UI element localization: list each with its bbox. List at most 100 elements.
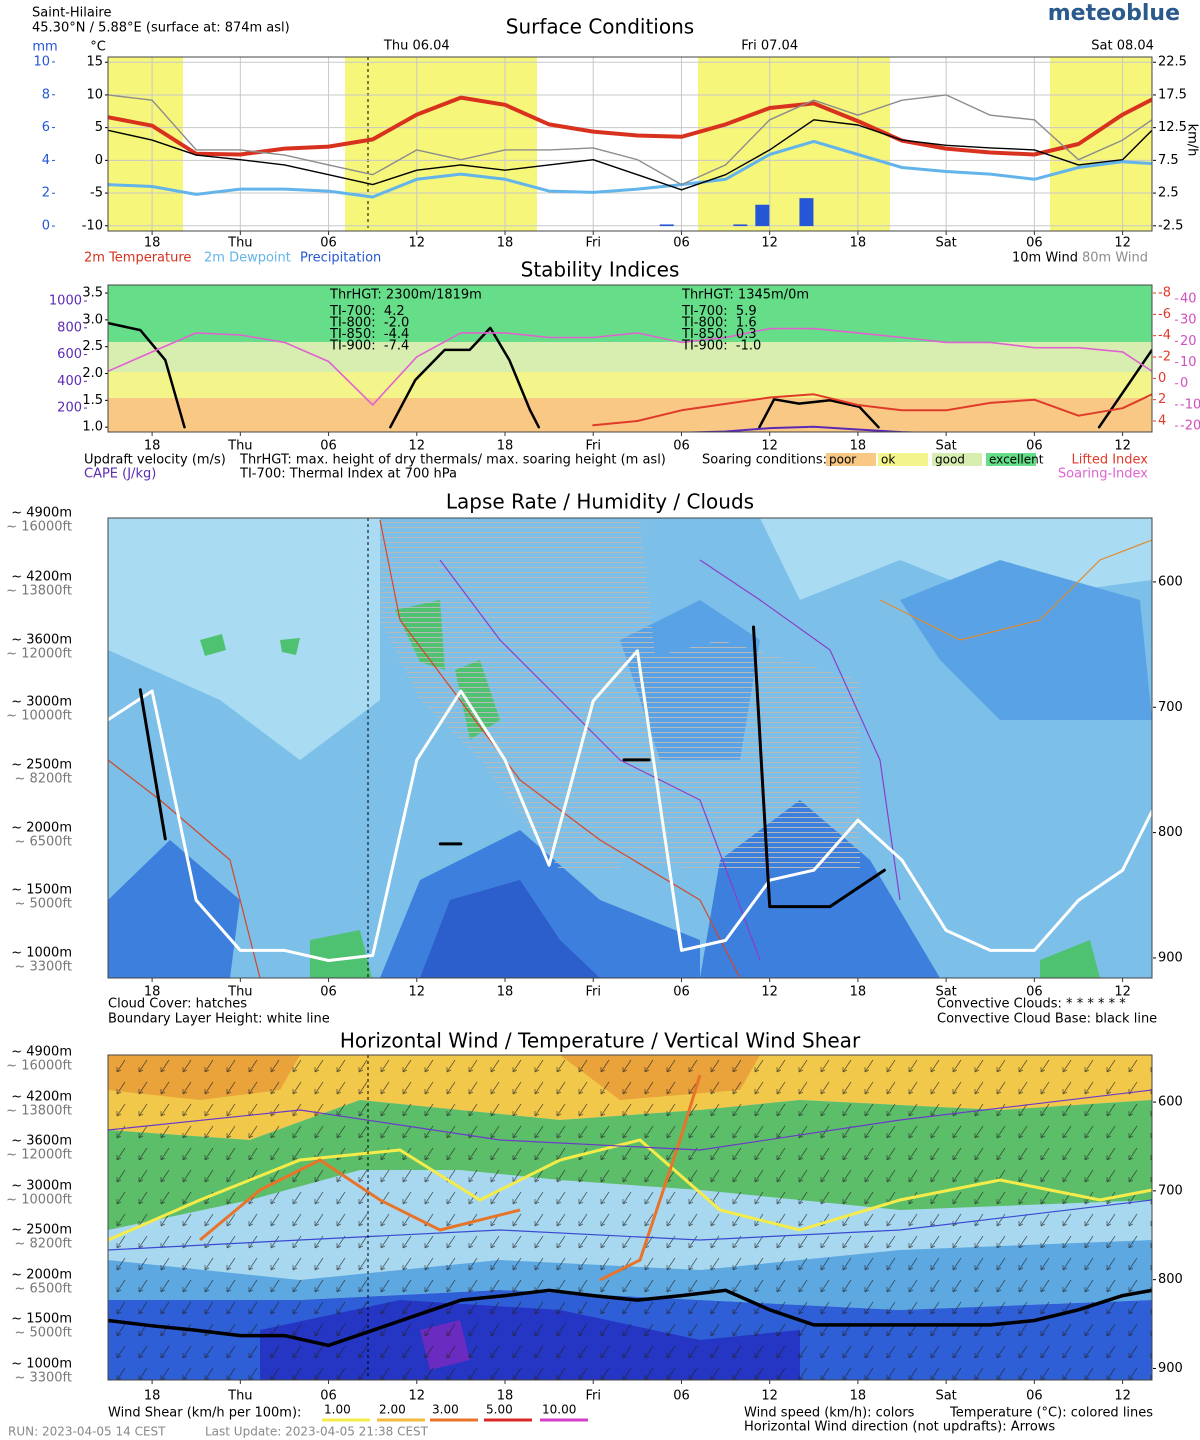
- height-label-ft: ~ 5000ft: [14, 1326, 72, 1341]
- series-line: [108, 94, 1152, 186]
- y-tick-label: 20: [1180, 334, 1197, 349]
- legend-label: 2.00: [379, 1403, 406, 1417]
- legend-entry: Updraft velocity (m/s): [84, 453, 226, 468]
- x-tick-label: 12: [409, 439, 426, 454]
- y-tick-label: -20: [1180, 419, 1200, 434]
- height-label-m: ~ 3600m: [11, 1134, 72, 1149]
- height-label-m: ~ 3000m: [11, 1179, 72, 1194]
- plot-frame: [107, 1054, 1153, 1381]
- day-band: [108, 57, 183, 231]
- plot-frame: [107, 56, 1153, 232]
- panel-title: Surface Conditions: [506, 15, 694, 39]
- height-label-ft: ~ 16000ft: [6, 520, 72, 535]
- isotherm: [108, 1089, 1152, 1151]
- thermal-info: ThrHGT: 2300m/1819m: [329, 288, 482, 303]
- x-tick-label: 12: [761, 236, 778, 251]
- series-line: [108, 1288, 1152, 1348]
- height-label-ft: ~ 6500ft: [14, 1282, 72, 1297]
- x-tick-label: 18: [144, 236, 161, 251]
- footnote: Boundary Layer Height: white line: [108, 1012, 330, 1027]
- isotherm: [108, 1199, 1152, 1251]
- y-tick-label: 2.5: [82, 339, 103, 354]
- wind-arrows: [108, 1055, 1152, 1380]
- y-tick-label: 15: [86, 55, 103, 70]
- x-tick-label: 06: [320, 439, 337, 454]
- y-tick-label: 22.5: [1158, 55, 1187, 70]
- height-label-ft: ~ 3300ft: [14, 1371, 72, 1386]
- y-tick-label: 3.5: [82, 286, 103, 301]
- y-tick-label: -4: [1158, 328, 1171, 343]
- panel-title: Stability Indices: [521, 258, 680, 282]
- date-label: Sat 08.04: [1091, 39, 1154, 54]
- contour-line: [379, 519, 741, 978]
- y-tick-label: 0: [95, 153, 103, 168]
- day-band: [1050, 57, 1152, 231]
- height-label-ft: ~ 10000ft: [6, 709, 72, 724]
- x-tick-label: 06: [320, 1389, 337, 1404]
- soaring-band: [108, 285, 1152, 342]
- y-tick-label: 200: [57, 401, 82, 416]
- height-label-m: ~ 1500m: [11, 1312, 72, 1327]
- height-label-ft: ~ 13800ft: [6, 584, 72, 599]
- y-tick-label: 40: [1180, 291, 1197, 306]
- legend-label: 10.00: [542, 1403, 576, 1417]
- panel-title: Horizontal Wind / Temperature / Vertical…: [340, 1029, 861, 1053]
- series-line: [108, 119, 1152, 191]
- axis-unit: °C: [90, 40, 106, 55]
- precip-bar: [799, 198, 814, 227]
- y-tick-label: 400: [57, 374, 82, 389]
- y-tick-label: 4: [42, 153, 50, 168]
- y-tick-label: 12.5: [1158, 120, 1187, 135]
- x-tick-label: Sat: [935, 439, 956, 454]
- x-tick-label: 06: [1026, 1389, 1043, 1404]
- height-label-ft: ~ 16000ft: [6, 1059, 72, 1074]
- plot-frame: [107, 284, 1153, 433]
- x-tick-label: 12: [761, 439, 778, 454]
- legend-swatch: [932, 453, 982, 466]
- height-label-ft: ~ 12000ft: [6, 647, 72, 662]
- contour-line: [699, 559, 901, 901]
- cloud-hatch: [380, 520, 660, 870]
- x-tick-label: 12: [409, 985, 426, 1000]
- thermal-info: TI-850: 0.3: [681, 327, 757, 342]
- x-tick-label: 06: [673, 985, 690, 1000]
- x-tick-label: Thu: [227, 1389, 252, 1404]
- series-line: [108, 327, 1152, 406]
- y-tick-label: -10: [82, 218, 103, 233]
- contour-fill: [200, 634, 226, 656]
- thermal-info: TI-700: 4.2: [329, 304, 405, 319]
- legend-title: Soaring conditions:: [702, 453, 827, 468]
- height-label-m: ~ 4200m: [11, 1090, 72, 1105]
- shear-contour: [599, 1074, 702, 1282]
- height-label-m: ~ 2000m: [11, 1268, 72, 1283]
- x-tick-label: Fri: [585, 439, 601, 454]
- y-tick-label: 600: [57, 347, 82, 362]
- x-tick-label: 18: [144, 985, 161, 1000]
- thermal-info: ThrHGT: 1345m/0m: [681, 288, 809, 303]
- height-label-m: ~ 2500m: [11, 758, 72, 773]
- legend-label: 3.00: [432, 1403, 459, 1417]
- y-tick-label: 3.0: [82, 312, 103, 327]
- x-tick-label: 12: [1114, 439, 1131, 454]
- y-tick-label: 700: [1158, 1183, 1183, 1198]
- x-tick-label: 12: [761, 985, 778, 1000]
- height-label-m: ~ 3000m: [11, 695, 72, 710]
- series-line: [108, 139, 1152, 199]
- height-label-m: ~ 1000m: [11, 1357, 72, 1372]
- x-tick-label: 18: [497, 1389, 514, 1404]
- footnote: Temperature (°C): colored lines: [949, 1406, 1153, 1421]
- height-label-ft: ~ 3300ft: [14, 960, 72, 975]
- x-tick-label: Fri: [585, 1389, 601, 1404]
- series-line: [108, 95, 1152, 157]
- shear-contour: [199, 1158, 521, 1242]
- y-tick-label: 7.5: [1158, 153, 1179, 168]
- run-info: RUN: 2023-04-05 14 CEST: [8, 1425, 166, 1439]
- y-tick-label: 0: [42, 219, 50, 234]
- y-tick-label: 0: [1180, 376, 1188, 391]
- y-tick-label: 600: [1158, 1095, 1183, 1110]
- x-tick-label: 12: [1114, 985, 1131, 1000]
- legend-entry: 2m Temperature: [84, 251, 191, 266]
- legend-entry: 2m Dewpoint: [204, 251, 291, 266]
- thermal-info: TI-900: -1.0: [681, 339, 761, 354]
- x-tick-label: 18: [850, 1389, 867, 1404]
